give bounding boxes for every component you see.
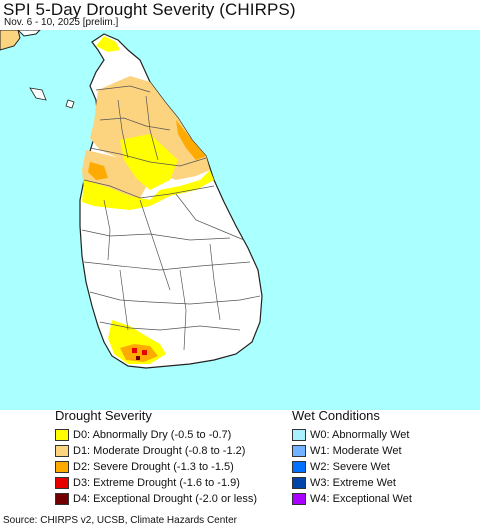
legend-label-w0: W0: Abnormally Wet	[310, 429, 410, 441]
d3-cell	[132, 348, 137, 353]
legend-label-d4: D4: Exceptional Drought (-2.0 or less)	[73, 493, 258, 505]
d0-region-jaffna	[96, 36, 120, 52]
district-boundaries	[81, 85, 261, 351]
legend-item-w4: W4: Exceptional Wet	[292, 491, 412, 507]
map-title: SPI 5-Day Drought Severity (CHIRPS)	[3, 0, 296, 19]
legend-label-w1: W1: Moderate Wet	[310, 445, 402, 457]
legend-item-w1: W1: Moderate Wet	[292, 443, 402, 459]
legend-label-w3: W3: Extreme Wet	[310, 477, 396, 489]
legend-swatch-d1	[55, 445, 69, 457]
legend-swatch-d0	[55, 429, 69, 441]
india-landmass	[0, 30, 21, 51]
legend-item-w2: W2: Severe Wet	[292, 459, 390, 475]
d2-region-west	[88, 162, 108, 180]
legend-item-d3: D3: Extreme Drought (-1.6 to -1.9)	[55, 475, 240, 491]
legend-item-d1: D1: Moderate Drought (-0.8 to -1.2)	[55, 443, 245, 459]
sri-lanka-map	[0, 30, 480, 410]
legend-item-w0: W0: Abnormally Wet	[292, 427, 409, 443]
legend-swatch-w0	[292, 429, 306, 441]
d4-cell	[136, 356, 140, 360]
india-coast	[17, 30, 41, 37]
d2-region-south	[120, 344, 158, 362]
legend-swatch-w4	[292, 493, 306, 505]
legend-item-d2: D2: Severe Drought (-1.3 to -1.5)	[55, 459, 234, 475]
legend-swatch-w2	[292, 461, 306, 473]
legend-item-w3: W3: Extreme Wet	[292, 475, 396, 491]
island	[65, 99, 75, 109]
ocean	[0, 30, 480, 410]
d3-cell	[142, 350, 147, 355]
legend-swatch-d3	[55, 477, 69, 489]
legend-item-d0: D0: Abnormally Dry (-0.5 to -0.7)	[55, 427, 231, 443]
drought-legend-heading: Drought Severity	[55, 408, 152, 423]
legend-label-d1: D1: Moderate Drought (-0.8 to -1.2)	[73, 445, 246, 457]
map-subtitle: Nov. 6 - 10, 2025 [prelim.]	[4, 17, 119, 28]
source-credit: Source: CHIRPS v2, UCSB, Climate Hazards…	[3, 515, 237, 526]
legend-label-d2: D2: Severe Drought (-1.3 to -1.5)	[73, 461, 234, 473]
legend-label-w4: W4: Exceptional Wet	[310, 493, 412, 505]
legend-swatch-w1	[292, 445, 306, 457]
legend-swatch-w3	[292, 477, 306, 489]
legend-item-d4: D4: Exceptional Drought (-2.0 or less)	[55, 491, 257, 507]
legend-swatch-d2	[55, 461, 69, 473]
legend-swatch-d4	[55, 493, 69, 505]
legend-label-d3: D3: Extreme Drought (-1.6 to -1.9)	[73, 477, 240, 489]
drought-map	[0, 30, 480, 410]
d0-band	[82, 170, 214, 210]
wet-legend-heading: Wet Conditions	[292, 408, 380, 423]
island	[29, 87, 47, 101]
d2-region-east	[176, 120, 206, 160]
legend-label-w2: W2: Severe Wet	[310, 461, 390, 473]
legend-label-d0: D0: Abnormally Dry (-0.5 to -0.7)	[73, 429, 232, 441]
